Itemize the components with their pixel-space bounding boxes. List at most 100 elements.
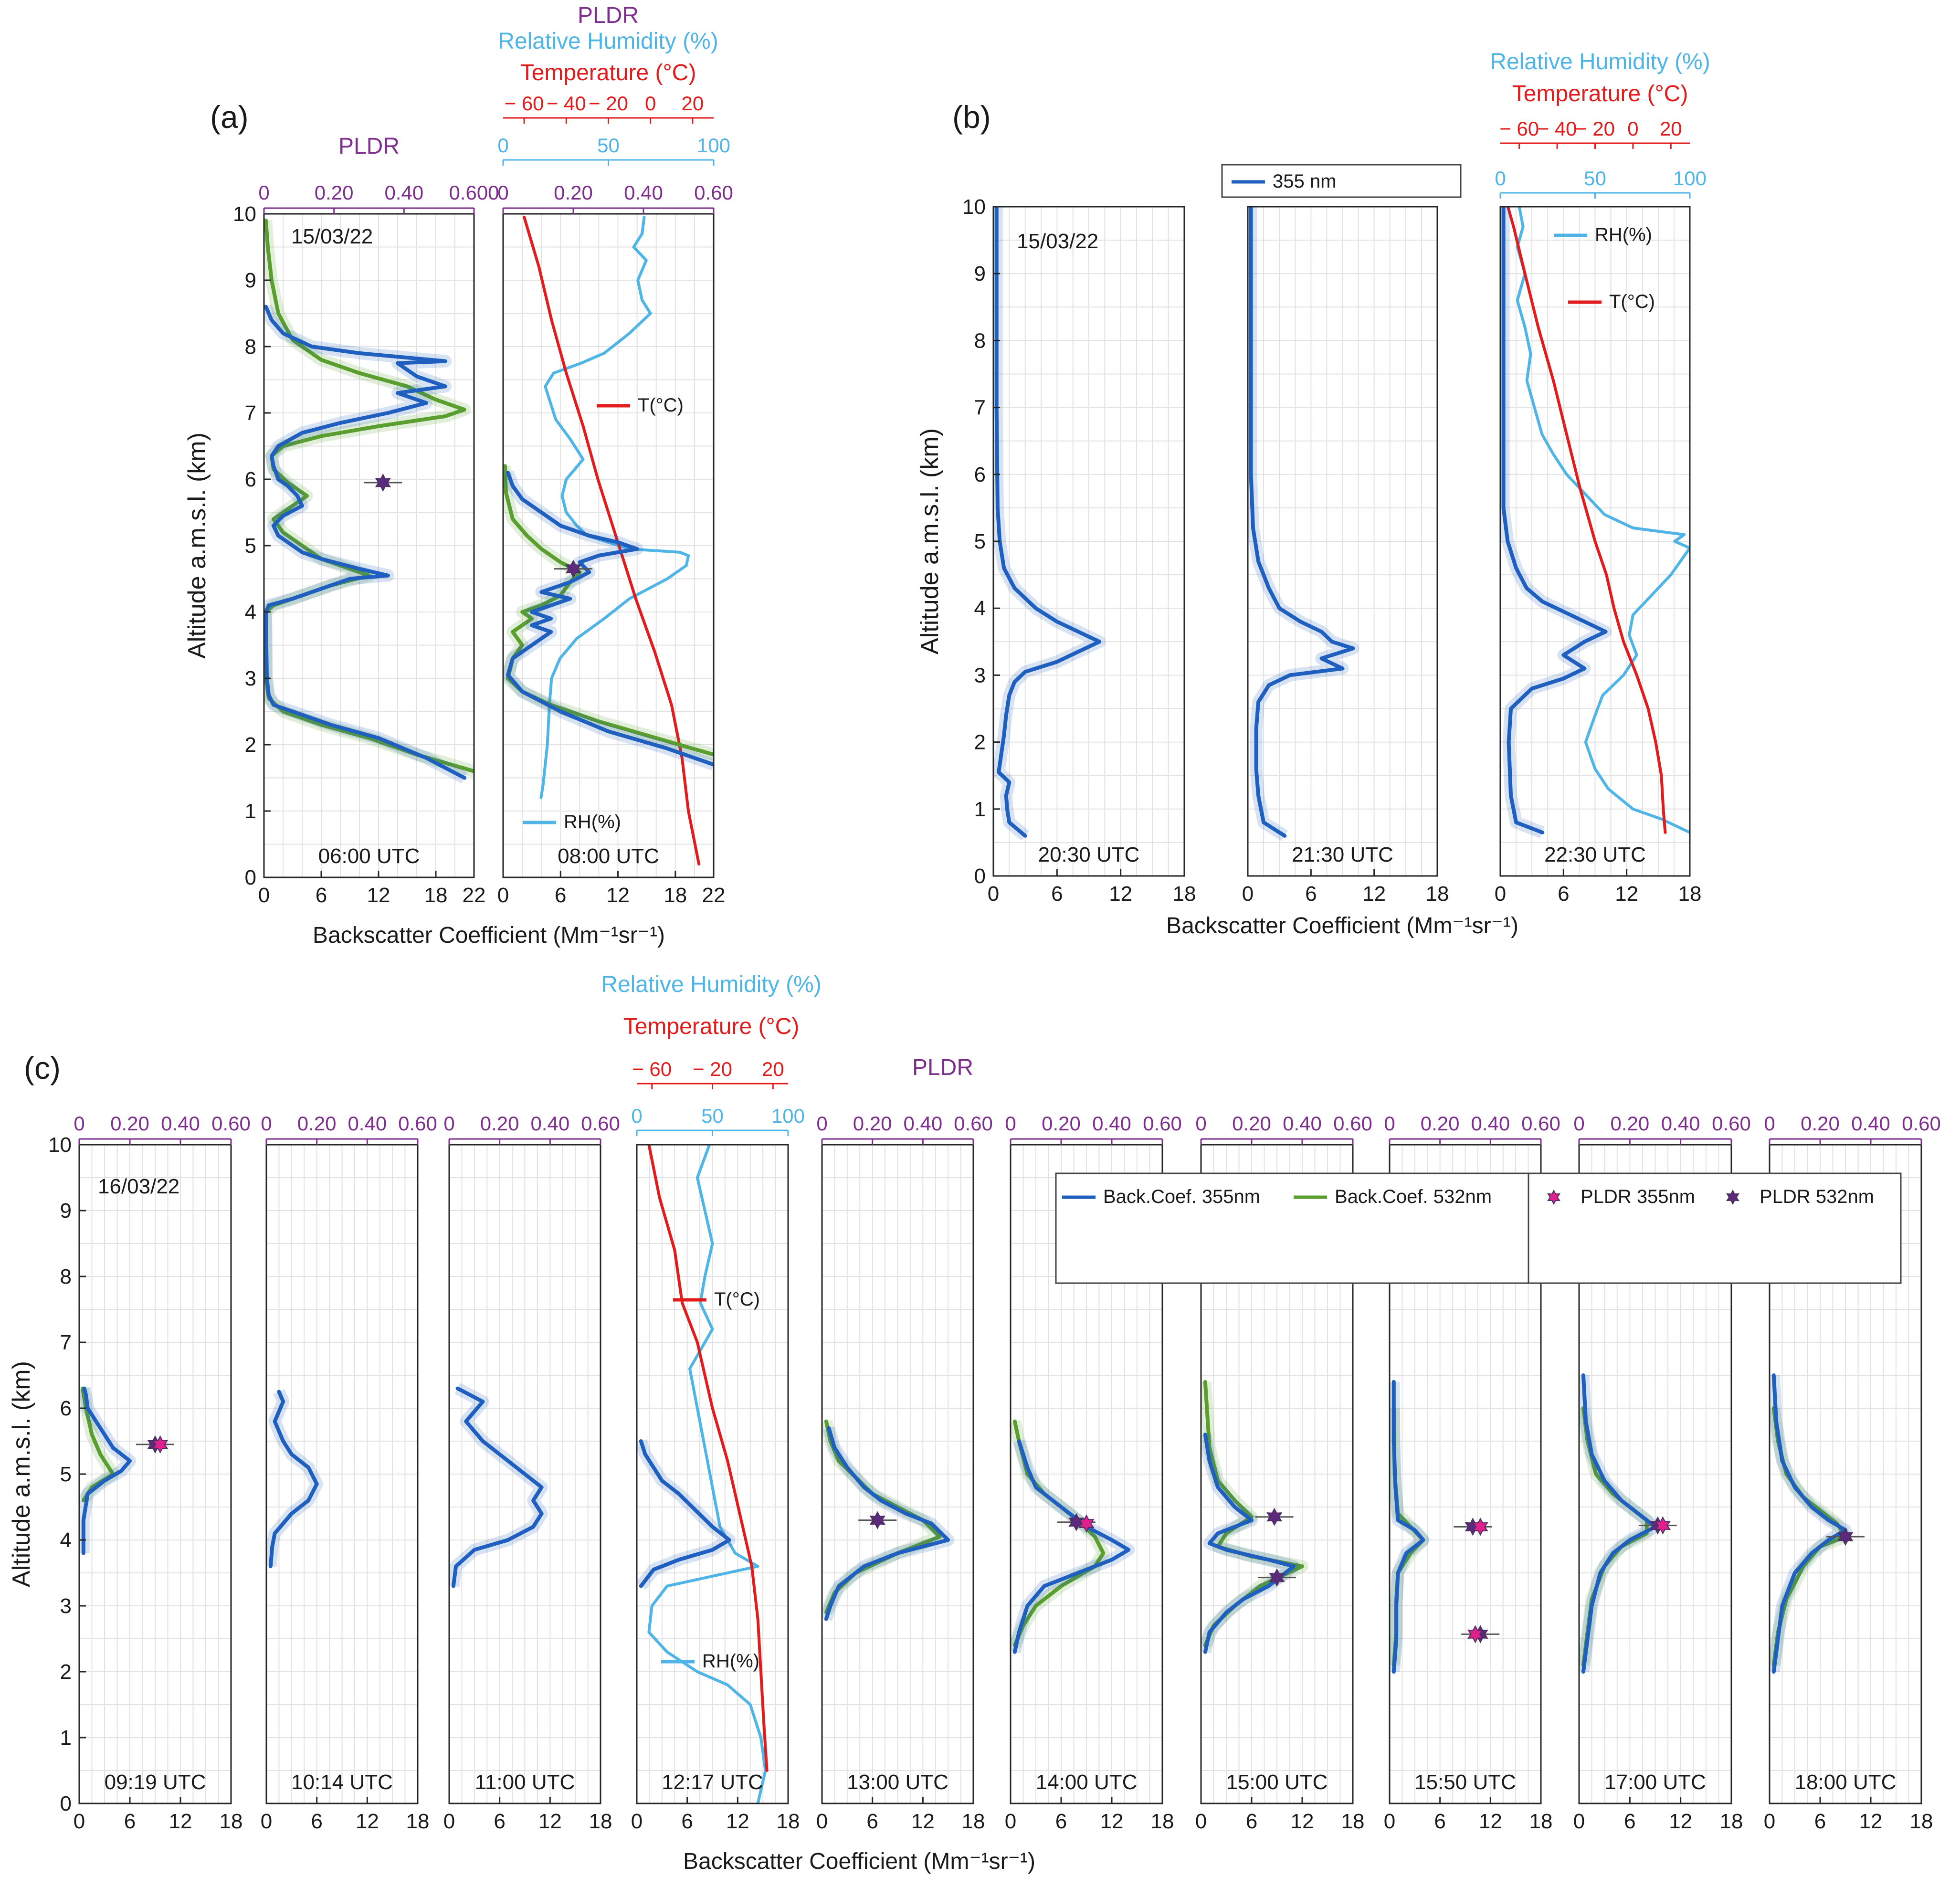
x-tick-label: 12 [1615, 882, 1638, 906]
backscatter-355-line [264, 305, 466, 780]
pldr-tick-label: 0 [1384, 1112, 1395, 1135]
legend-box-pldr [1528, 1172, 1902, 1284]
x-tick-label: 0 [1195, 1810, 1207, 1833]
y-tick-label: 4 [245, 601, 256, 624]
pldr-tick-label: 0.20 [1610, 1112, 1649, 1135]
temperature-tick-label: 20 [682, 92, 704, 115]
x-tick-label: 18 [1720, 1810, 1743, 1833]
pldr-tick-label: 0.20 [297, 1112, 337, 1135]
x-tick-label: 0 [261, 1810, 272, 1833]
pldr-532-marker [1266, 1507, 1283, 1526]
x-tick-label: 6 [316, 884, 327, 907]
plot-frame [821, 1144, 974, 1804]
backscatter-355-line [1012, 1439, 1131, 1654]
plot-frame [1499, 206, 1691, 877]
pldr-tick-label: 0.60 [694, 181, 733, 204]
x-tick-label: 12 [367, 884, 390, 907]
x-tick-label: 12 [356, 1810, 379, 1833]
pldr-tick-label: 0.20 [1801, 1112, 1840, 1135]
pldr-axis-title: PLDR [338, 134, 400, 159]
x-tick-label: 6 [866, 1810, 878, 1833]
y-tick-label: 10 [48, 1133, 72, 1157]
x-tick-label: 12 [726, 1810, 749, 1833]
pldr-tick-label: 0.20 [480, 1112, 519, 1135]
x-tick-label: 0 [1495, 882, 1506, 906]
y-tick-label: 3 [245, 667, 256, 690]
x-axis-title: Backscatter Coefficient (Mm⁻¹sr⁻¹) [313, 923, 665, 948]
y-tick-label: 10 [233, 202, 256, 226]
pldr-tick-label: 0.60 [211, 1112, 251, 1135]
x-tick-label: 18 [1151, 1810, 1174, 1833]
pldr-532-marker [1269, 1568, 1285, 1587]
rh-axis-title: Relative Humidity (%) [1490, 49, 1710, 74]
plot-frame [1769, 1144, 1922, 1804]
y-tick-label: 1 [974, 798, 986, 821]
x-tick-label: 0 [443, 1810, 455, 1833]
time-label: 10:14 UTC [291, 1771, 393, 1794]
pldr-tick-label: 0.40 [1092, 1112, 1131, 1135]
x-tick-label: 12 [538, 1810, 562, 1833]
x-tick-label: 18 [1910, 1810, 1933, 1833]
pldr-532-marker [1068, 1513, 1085, 1531]
pldr-tick-label: 0 [261, 1112, 272, 1135]
pldr-tick-label: 0 [1573, 1112, 1584, 1135]
legend-pldr-532-symbol [1726, 1189, 1739, 1205]
x-tick-label: 0 [74, 1810, 85, 1833]
time-label: 22:30 UTC [1544, 843, 1646, 866]
y-axis-title: Altitude a.m.s.l. (km) [8, 1361, 35, 1587]
date-label: 16/03/22 [98, 1175, 179, 1198]
y-tick-label: 7 [60, 1331, 72, 1354]
y-tick-label: 0 [60, 1792, 72, 1815]
x-tick-label: 12 [911, 1810, 935, 1833]
backscatter-532-line [1012, 1419, 1106, 1647]
pldr-tick-label: 0 [1764, 1112, 1775, 1135]
backscatter-355-line-error-band [1248, 207, 1359, 841]
temperature-axis-title: Temperature (°C) [623, 1014, 800, 1039]
x-tick-label: 18 [777, 1810, 800, 1833]
pldr-tick-label: 0.40 [1283, 1112, 1322, 1135]
time-label: 15:50 UTC [1414, 1771, 1516, 1794]
y-axis-title: Altitude a.m.s.l. (km) [916, 428, 944, 654]
x-tick-label: 12 [1669, 1810, 1692, 1833]
pldr-tick-label: 0 [74, 1112, 84, 1135]
x-tick-label: 18 [406, 1810, 430, 1833]
x-tick-label: 0 [1005, 1810, 1016, 1833]
x-tick-label: 6 [1051, 882, 1063, 906]
y-tick-label: 2 [245, 733, 256, 757]
legend-pldr-355-label: PLDR 355nm [1581, 1186, 1695, 1207]
plot-frame [1247, 206, 1438, 877]
y-tick-label: 8 [974, 329, 986, 352]
x-tick-label: 0 [988, 882, 999, 906]
plot-frame [448, 1144, 601, 1804]
temperature-tick-label: − 20 [589, 92, 628, 115]
x-tick-label: 6 [1558, 882, 1569, 906]
x-axis-title: Backscatter Coefficient (Mm⁻¹sr⁻¹) [1166, 913, 1518, 938]
x-tick-label: 18 [1173, 882, 1196, 906]
pldr-tick-label: 0.60 [954, 1112, 993, 1135]
temperature-line [647, 1145, 769, 1772]
pldr-tick-label: 0.60 [1333, 1112, 1372, 1135]
pldr-355-marker [1472, 1518, 1488, 1536]
y-tick-label: 2 [60, 1660, 72, 1684]
y-tick-label: 10 [962, 195, 986, 219]
x-tick-label: 0 [1764, 1810, 1775, 1833]
x-tick-label: 18 [664, 884, 687, 907]
pldr-tick-label: 0 [816, 1112, 827, 1135]
rh-tick-label: 50 [597, 134, 620, 157]
time-label: 18:00 UTC [1795, 1771, 1897, 1794]
pldr-tick-label: 0.20 [1232, 1112, 1271, 1135]
x-tick-label: 6 [1055, 1810, 1067, 1833]
y-tick-label: 5 [245, 534, 256, 558]
rh-tick-label: 100 [771, 1105, 805, 1127]
pldr-tick-label: 0.600 [449, 181, 499, 204]
temperature-axis-title: Temperature (°C) [1512, 81, 1688, 106]
x-tick-label: 12 [1479, 1810, 1502, 1833]
rh-axis-title: Relative Humidity (%) [498, 29, 718, 54]
pldr-tick-label: 0 [497, 181, 508, 204]
legend-pldr-355-symbol [1547, 1189, 1560, 1205]
plot-frame [265, 1144, 419, 1804]
x-tick-label: 6 [1624, 1810, 1635, 1833]
temperature-tick-label: − 20 [693, 1058, 732, 1080]
time-label: 11:00 UTC [475, 1771, 575, 1794]
temperature-tick-label: 0 [645, 92, 656, 115]
